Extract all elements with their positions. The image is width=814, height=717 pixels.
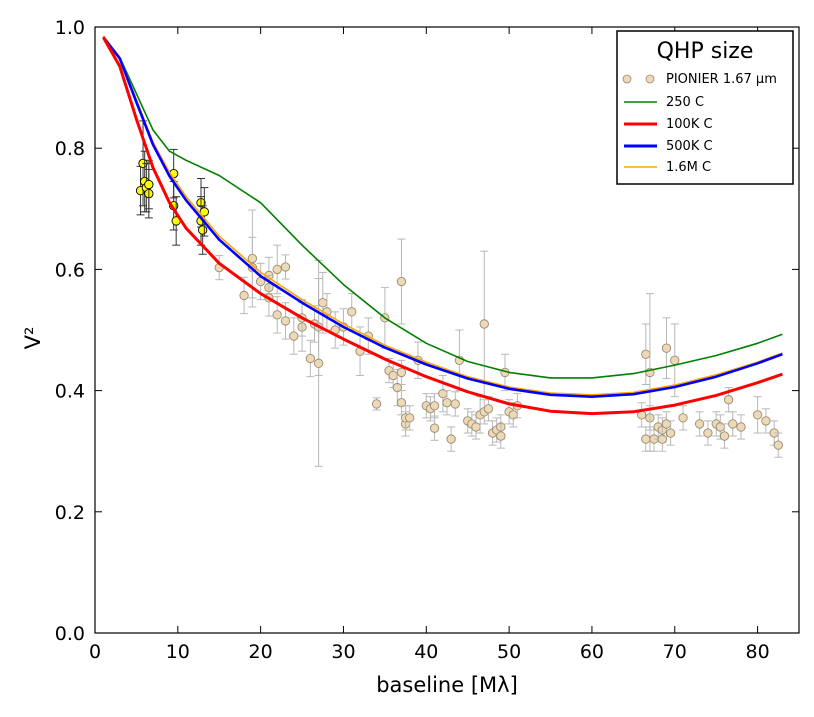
data-point	[719, 431, 730, 441]
legend-box	[616, 30, 794, 185]
plot-area	[101, 35, 783, 467]
data-point	[703, 428, 713, 438]
legend: QHP size PIONIER 1.67 µm 250 C 100K C 50…	[616, 30, 794, 185]
line-100k-c	[101, 36, 783, 416]
data-point	[641, 434, 651, 444]
data-point	[144, 179, 154, 190]
data-point	[313, 358, 324, 368]
data-point	[289, 331, 299, 341]
data-point	[239, 290, 249, 301]
data-point	[396, 276, 407, 287]
data-point	[272, 264, 282, 275]
y-tick-label: 1.0	[55, 17, 85, 39]
data-point	[388, 370, 398, 381]
data-point	[272, 310, 282, 320]
x-tick-label: 10	[166, 641, 190, 663]
data-point	[450, 399, 460, 409]
legend-label-100kc: 100K C	[666, 117, 713, 132]
data-point	[429, 423, 440, 433]
x-tick-label: 20	[249, 641, 273, 663]
line-1-6m-c	[102, 35, 783, 396]
data-point	[670, 355, 680, 365]
data-point	[657, 434, 667, 444]
data-point	[761, 416, 771, 426]
data-point	[405, 413, 415, 423]
data-point	[641, 349, 651, 359]
data-point	[496, 431, 506, 441]
plot-frame	[94, 26, 800, 634]
data-point	[661, 343, 672, 353]
x-tick-label: 50	[497, 641, 521, 663]
x-tick-label: 60	[580, 641, 604, 663]
data-point	[694, 419, 705, 429]
line-250-c	[102, 35, 783, 379]
data-point	[347, 307, 357, 317]
y-tick-label: 0.0	[55, 623, 85, 645]
data-point	[280, 316, 291, 326]
data-point	[396, 367, 407, 378]
legend-label-500kc: 500K C	[666, 139, 713, 154]
data-point	[247, 253, 258, 264]
line-500k-c	[102, 36, 783, 399]
legend-label-1.6mc: 1.6M C	[666, 160, 711, 175]
data-point	[471, 422, 481, 432]
x-tick-label: 80	[745, 641, 769, 663]
legend-marker-pionier-1	[622, 74, 632, 84]
data-point	[305, 353, 315, 364]
data-point	[773, 440, 783, 450]
series-short-baselines	[135, 120, 209, 255]
y-axis-label: V²	[21, 327, 45, 350]
data-point	[723, 395, 734, 405]
legend-label-250c: 250 C	[666, 95, 704, 110]
data-point	[752, 410, 763, 420]
data-point	[483, 404, 494, 414]
data-point	[198, 225, 208, 235]
data-point	[429, 401, 440, 411]
data-point	[280, 262, 291, 272]
data-point	[479, 319, 489, 329]
legend-label-pionier: PIONIER 1.67 µm	[666, 72, 777, 87]
y-tick-label: 0.8	[55, 138, 85, 160]
data-point	[396, 398, 407, 408]
series-pionier-1-67-m	[214, 209, 783, 467]
data-point	[665, 428, 676, 438]
data-point	[446, 434, 456, 444]
axis-ticks: 0 10 20 30 40 50 60 70 80 0.0 0.2 0.4 0.6 0.8 1.0	[55, 17, 799, 663]
data-point	[371, 399, 382, 409]
legend-title: QHP size	[657, 39, 754, 64]
data-point	[678, 413, 688, 423]
data-point	[318, 298, 328, 308]
data-point	[199, 207, 209, 217]
x-tick-label: 0	[89, 641, 101, 663]
data-point	[736, 422, 746, 432]
y-tick-label: 0.2	[55, 502, 85, 524]
data-point	[728, 419, 738, 429]
data-point	[392, 382, 402, 393]
y-tick-label: 0.6	[55, 259, 85, 281]
x-axis-label: baseline [Mλ]	[376, 673, 518, 697]
x-tick-label: 30	[331, 641, 355, 663]
x-tick-label: 40	[414, 641, 438, 663]
legend-marker-pionier-2	[645, 74, 655, 84]
data-point	[442, 398, 452, 408]
x-tick-label: 70	[663, 641, 687, 663]
y-tick-label: 0.4	[55, 381, 85, 403]
